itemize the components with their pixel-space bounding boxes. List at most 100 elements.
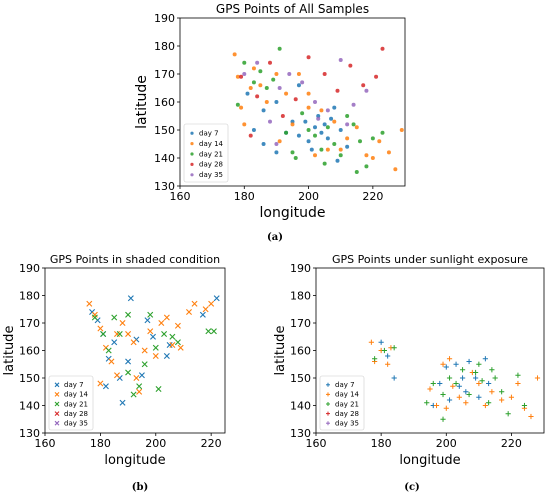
data-point [205,328,212,335]
y-tick-label: 190 [290,262,311,275]
data-point [521,402,528,409]
data-point [274,142,279,146]
x-axis-label: longitude [260,205,326,221]
data-point [354,170,359,174]
data-point [166,342,173,348]
data-point [358,139,362,144]
data-point [202,306,209,313]
data-point [138,372,145,379]
data-point [391,345,397,351]
data-point [127,295,134,302]
data-point [456,394,462,400]
data-point [97,380,104,387]
data-point [381,347,387,354]
legend-marker [54,401,60,407]
chart-title: GPS Points of All Samples [216,2,369,16]
data-points [232,46,404,174]
data-point [242,72,247,76]
data-point [119,320,126,326]
data-point [91,314,98,321]
data-point [316,116,321,121]
data-point [338,147,343,152]
y-axis-label: latitude [2,326,17,376]
data-point [508,394,515,400]
legend-marker [326,421,330,426]
data-point [296,83,301,88]
legend-label: day 28 [199,161,223,169]
data-point [364,164,369,169]
data-point [345,122,350,127]
y-tick-label: 150 [19,372,40,385]
y-tick-label: 140 [19,400,40,413]
data-point [332,105,337,110]
data-point [443,364,449,370]
data-point [208,300,215,307]
data-point [453,380,459,387]
legend-label: day 28 [64,410,88,418]
data-point [277,139,282,144]
data-point [459,367,466,373]
data-point [515,372,521,378]
legend-marker [190,142,194,146]
legend-marker [190,152,194,156]
data-point [274,150,279,155]
data-point [499,389,505,395]
legend-marker [54,420,60,426]
data-point [258,69,263,74]
data-point [108,358,115,365]
data-point [361,83,366,88]
data-point [258,83,263,88]
data-point [114,331,120,337]
y-axis-label: latitude [273,326,288,376]
legend-label: day 28 [335,410,359,418]
y-tick-label: 130 [154,180,175,193]
data-point [437,380,443,387]
data-point [163,353,170,359]
legend-label: day 35 [64,420,88,428]
caption-c: (c) [404,482,420,493]
legend-box [183,123,229,183]
x-tick-label: 160 [170,190,191,203]
data-point [268,60,272,65]
data-point [313,153,317,158]
data-point [325,136,330,141]
x-tick-label: 180 [371,437,392,450]
chart-shaded: GPS Points in shaded condition 160 180 200 2… [2,253,226,468]
legend-marker [54,392,60,397]
data-point [338,58,343,62]
data-point [534,375,541,381]
x-tick-label: 160 [35,437,56,450]
legend-label: day 7 [335,381,355,389]
data-point [453,361,459,367]
x-axis-label: longitude [104,453,165,468]
data-point [424,400,430,406]
data-point [322,161,327,166]
data-point [463,400,469,406]
data-point [386,150,391,155]
data-point [251,128,256,132]
data-point [466,358,472,365]
legend-marker [326,382,330,387]
legend-marker [190,173,194,177]
x-tick-label: 200 [436,437,457,450]
data-point [255,94,260,99]
data-point [364,153,369,158]
y-tick-label: 150 [154,124,175,137]
data-point [235,74,240,79]
chart-title: GPS Points in shaded condition [50,253,220,266]
x-tick-label: 220 [201,437,222,450]
data-point [364,88,369,93]
data-point [255,60,260,65]
data-point [235,102,240,107]
data-point [303,119,308,124]
data-point [293,156,298,160]
data-point [105,347,112,354]
data-point [251,66,256,71]
data-point [155,386,162,392]
data-point [136,383,143,390]
data-point [433,402,440,409]
y-tick-label: 140 [290,400,311,413]
legend-marker [54,411,60,416]
